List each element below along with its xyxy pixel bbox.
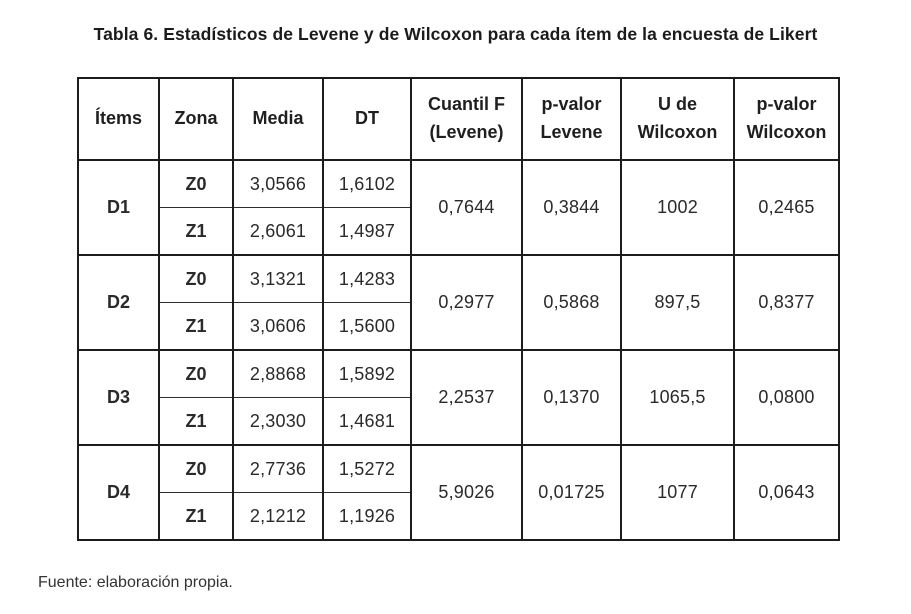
levene-wilcoxon-table: Ítems Zona Media DT Cuantil F (Levene) p… xyxy=(77,77,840,541)
item-group-d2: D2 Z0 3,1321 1,4283 0,2977 0,5868 897,5 … xyxy=(77,254,840,351)
dt-cell: 1,5272 xyxy=(322,444,412,493)
col-header-zona: Zona xyxy=(158,77,234,161)
cuantil-f-cell: 2,2537 xyxy=(410,349,523,446)
item-group-d1: D1 Z0 3,0566 1,6102 0,7644 0,3844 1002 0… xyxy=(77,159,840,256)
media-cell: 2,3030 xyxy=(232,397,324,446)
p-valor-wilcoxon-cell: 0,0643 xyxy=(733,444,840,541)
media-cell: 2,6061 xyxy=(232,207,324,256)
dt-cell: 1,5892 xyxy=(322,349,412,398)
zona-cell: Z0 xyxy=(158,254,234,303)
col-header-u-wilcoxon: U de Wilcoxon xyxy=(620,77,735,161)
u-wilcoxon-cell: 1065,5 xyxy=(620,349,735,446)
p-valor-wilcoxon-cell: 0,0800 xyxy=(733,349,840,446)
col-header-cuantil-f: Cuantil F (Levene) xyxy=(410,77,523,161)
table-caption: Tabla 6. Estadísticos de Levene y de Wil… xyxy=(93,24,818,44)
table-row: D4 Z0 2,7736 1,5272 5,9026 0,01725 1077 … xyxy=(77,444,840,541)
item-cell: D1 xyxy=(77,159,160,256)
table-row: Z1 2,6061 1,4987 xyxy=(78,207,839,256)
col-header-p-valor-levene: p-valor Levene xyxy=(521,77,622,161)
item-group-d3: D3 Z0 2,8868 1,5892 2,2537 0,1370 1065,5… xyxy=(77,349,840,446)
table-row: D1 Z0 3,0566 1,6102 0,7644 0,3844 1002 0… xyxy=(77,159,840,256)
table-row: Z1 3,0606 1,5600 xyxy=(78,302,839,351)
dt-cell: 1,4987 xyxy=(322,207,412,256)
zona-cell: Z0 xyxy=(158,159,234,208)
cuantil-f-cell: 0,2977 xyxy=(410,254,523,351)
p-valor-levene-cell: 0,01725 xyxy=(521,444,622,541)
zona-cell: Z1 xyxy=(158,207,234,256)
p-valor-wilcoxon-cell: 0,2465 xyxy=(733,159,840,256)
header-row: Ítems Zona Media DT Cuantil F (Levene) p… xyxy=(77,77,840,161)
p-valor-levene-cell: 0,5868 xyxy=(521,254,622,351)
media-cell: 3,0606 xyxy=(232,302,324,351)
u-wilcoxon-cell: 1077 xyxy=(620,444,735,541)
dt-cell: 1,1926 xyxy=(322,492,412,541)
dt-cell: 1,6102 xyxy=(322,159,412,208)
zona-cell: Z1 xyxy=(158,302,234,351)
p-valor-levene-cell: 0,1370 xyxy=(521,349,622,446)
media-cell: 2,8868 xyxy=(232,349,324,398)
dt-cell: 1,4681 xyxy=(322,397,412,446)
table-row: Z1 2,3030 1,4681 xyxy=(78,397,839,446)
col-header-media: Media xyxy=(232,77,324,161)
source-note: Fuente: elaboración propia. xyxy=(38,574,233,591)
table-header: Ítems Zona Media DT Cuantil F (Levene) p… xyxy=(77,77,840,161)
col-header-dt: DT xyxy=(322,77,412,161)
u-wilcoxon-cell: 897,5 xyxy=(620,254,735,351)
zona-cell: Z1 xyxy=(158,492,234,541)
media-cell: 3,0566 xyxy=(232,159,324,208)
item-group-d4: D4 Z0 2,7736 1,5272 5,9026 0,01725 1077 … xyxy=(77,444,840,541)
cuantil-f-cell: 5,9026 xyxy=(410,444,523,541)
col-header-items: Ítems xyxy=(77,77,160,161)
media-cell: 3,1321 xyxy=(232,254,324,303)
p-valor-wilcoxon-cell: 0,8377 xyxy=(733,254,840,351)
table-row: D3 Z0 2,8868 1,5892 2,2537 0,1370 1065,5… xyxy=(77,349,840,446)
col-header-p-valor-wilcoxon: p-valor Wilcoxon xyxy=(733,77,840,161)
dt-cell: 1,5600 xyxy=(322,302,412,351)
item-cell: D3 xyxy=(77,349,160,446)
table-row: Z1 2,1212 1,1926 xyxy=(78,492,839,541)
u-wilcoxon-cell: 1002 xyxy=(620,159,735,256)
zona-cell: Z0 xyxy=(158,349,234,398)
zona-cell: Z0 xyxy=(158,444,234,493)
zona-cell: Z1 xyxy=(158,397,234,446)
media-cell: 2,1212 xyxy=(232,492,324,541)
item-cell: D4 xyxy=(77,444,160,541)
p-valor-levene-cell: 0,3844 xyxy=(521,159,622,256)
item-cell: D2 xyxy=(77,254,160,351)
media-cell: 2,7736 xyxy=(232,444,324,493)
cuantil-f-cell: 0,7644 xyxy=(410,159,523,256)
dt-cell: 1,4283 xyxy=(322,254,412,303)
table-row: D2 Z0 3,1321 1,4283 0,2977 0,5868 897,5 … xyxy=(77,254,840,351)
